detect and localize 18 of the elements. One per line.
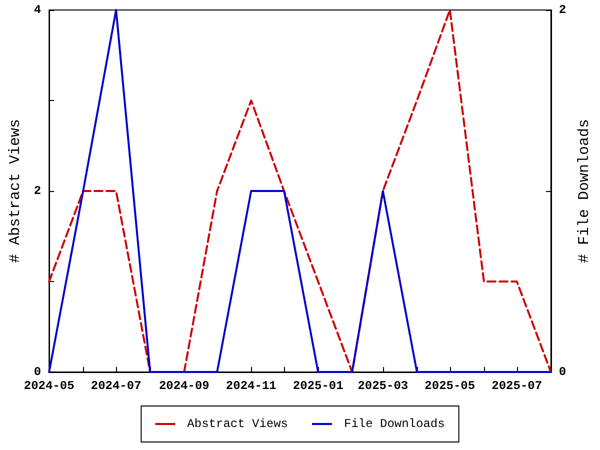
y-axis-title: # Abstract Views bbox=[7, 118, 24, 264]
legend-label: Abstract Views bbox=[187, 417, 288, 431]
x-tick-label: 2025-03 bbox=[358, 379, 408, 393]
y-tick-label: 4 bbox=[34, 3, 42, 17]
y2-axis-title: # File Downloads bbox=[576, 118, 593, 264]
x-tick-label: 2024-11 bbox=[226, 379, 276, 393]
y-tick-label: 0 bbox=[34, 365, 42, 379]
x-tick-label: 2025-01 bbox=[292, 379, 344, 393]
legend-label: File Downloads bbox=[344, 417, 445, 431]
x-tick-label: 2024-05 bbox=[24, 379, 74, 393]
x-tick-label: 2024-07 bbox=[90, 379, 142, 393]
x-tick-label: 2025-07 bbox=[492, 379, 542, 393]
x-tick-label: 2024-09 bbox=[158, 379, 210, 393]
line-series bbox=[48, 9, 552, 373]
x-tick-label: 2025-05 bbox=[424, 379, 476, 393]
y2-tick-label: 2 bbox=[558, 3, 566, 17]
y-tick-label: 2 bbox=[34, 184, 42, 198]
y2-tick-label: 0 bbox=[558, 365, 566, 379]
